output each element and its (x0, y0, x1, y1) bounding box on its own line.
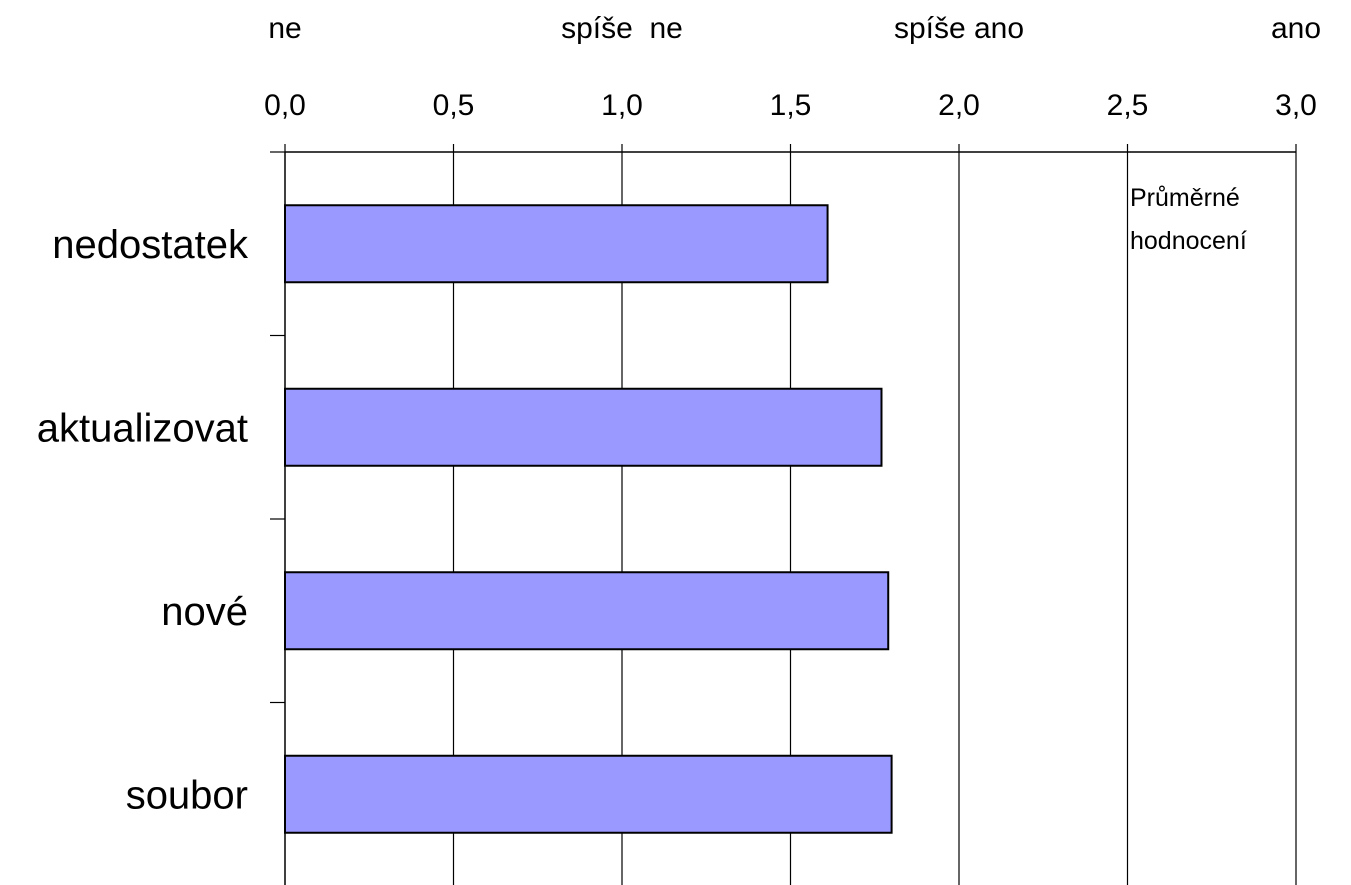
scale-label: spíše ano (894, 12, 1024, 45)
x-tick-labels: 0,0 0,5 1,0 1,5 2,0 2,5 3,0 (264, 89, 1317, 122)
scale-label: ne (268, 12, 301, 45)
x-tick-label: 0,0 (264, 89, 306, 122)
annotation-line-1: Průměrné (1130, 184, 1240, 212)
scale-label: ano (1271, 12, 1321, 45)
scale-labels: ne spíše ne spíše ano ano (268, 12, 1321, 45)
scale-label: spíše ne (561, 12, 683, 45)
category-label: nové (161, 590, 248, 634)
bar-1 (284, 204, 829, 284)
x-tick-label: 3,0 (1275, 89, 1317, 122)
annotation-line-2: hodnocení (1130, 227, 1247, 255)
x-tick-label: 1,5 (770, 89, 812, 122)
x-tick-label: 2,0 (938, 89, 980, 122)
axes (284, 151, 1296, 885)
x-tick-label: 2,5 (1107, 89, 1149, 122)
category-label: soubor (126, 773, 248, 817)
bars (284, 204, 893, 834)
bar-4 (284, 754, 893, 834)
category-labels: nedostatek aktualizovat nové soubor (37, 223, 249, 818)
x-tick-label: 1,0 (601, 89, 643, 122)
x-tick-label: 0,5 (433, 89, 475, 122)
category-label: aktualizovat (37, 406, 248, 450)
bar-3 (284, 571, 890, 651)
bar-2 (284, 387, 883, 467)
category-label: nedostatek (52, 223, 249, 267)
